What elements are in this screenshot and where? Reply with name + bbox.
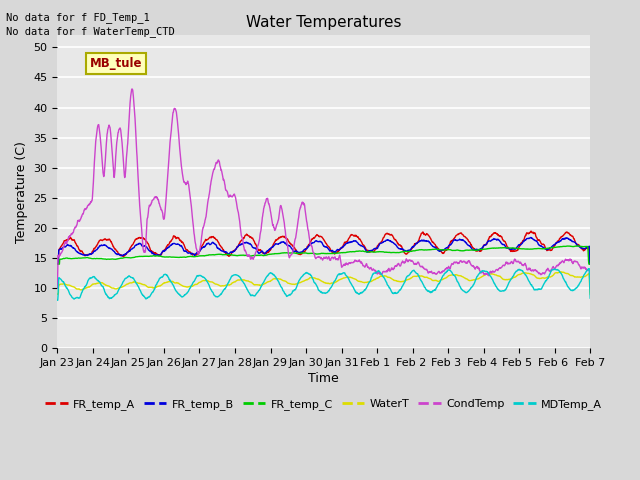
Text: No data for f WaterTemp_CTD: No data for f WaterTemp_CTD <box>6 26 175 37</box>
Text: MB_tule: MB_tule <box>90 57 142 70</box>
X-axis label: Time: Time <box>308 372 339 385</box>
Y-axis label: Temperature (C): Temperature (C) <box>15 141 28 243</box>
Legend: FR_temp_A, FR_temp_B, FR_temp_C, WaterT, CondTemp, MDTemp_A: FR_temp_A, FR_temp_B, FR_temp_C, WaterT,… <box>41 395 607 414</box>
Title: Water Temperatures: Water Temperatures <box>246 15 401 30</box>
Text: No data for f FD_Temp_1: No data for f FD_Temp_1 <box>6 12 150 23</box>
